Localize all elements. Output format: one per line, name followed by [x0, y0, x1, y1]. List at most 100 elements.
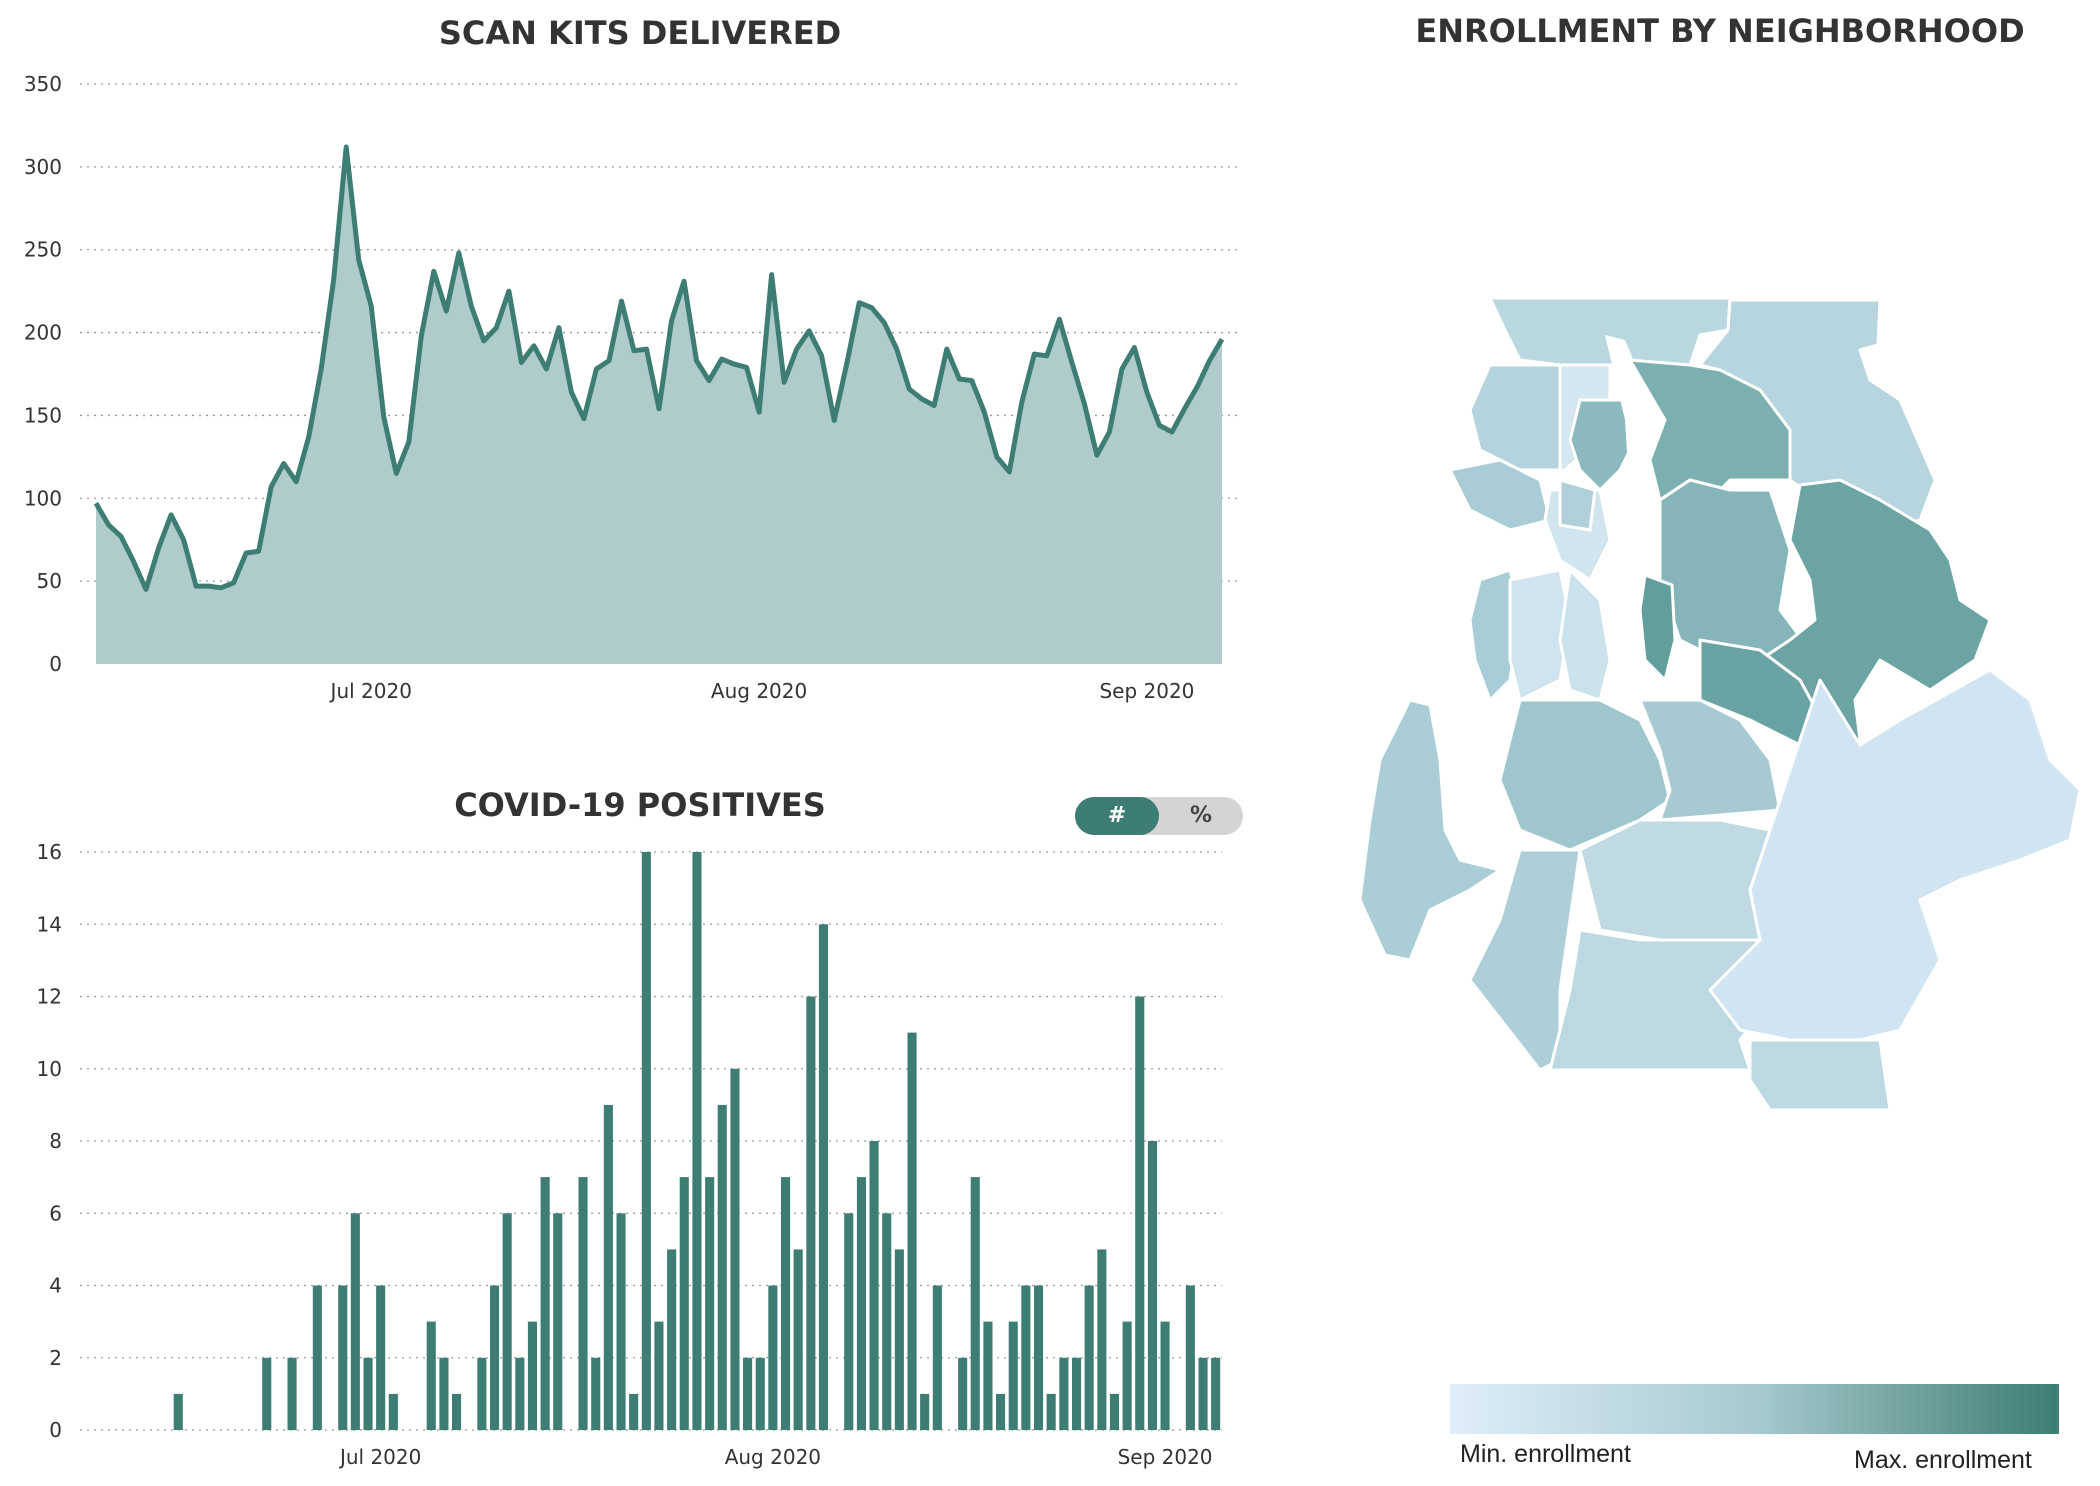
covid-bar[interactable] — [970, 1177, 980, 1430]
covid-bar[interactable] — [806, 996, 816, 1431]
covid-bar[interactable] — [920, 1393, 930, 1430]
covid-bar[interactable] — [1059, 1357, 1069, 1431]
covid-y-tick-label: 4 — [49, 1274, 62, 1298]
covid-bar[interactable] — [1185, 1285, 1195, 1431]
covid-bar[interactable] — [932, 1285, 942, 1431]
covid-bar[interactable] — [958, 1357, 968, 1431]
covid-bar[interactable] — [363, 1357, 373, 1431]
covid-bar[interactable] — [692, 852, 702, 1430]
covid-bar[interactable] — [1072, 1357, 1082, 1431]
covid-bar[interactable] — [667, 1249, 677, 1430]
count-toggle-option[interactable]: # — [1075, 797, 1159, 835]
covid-bar[interactable] — [1109, 1393, 1119, 1430]
covid-bar[interactable] — [616, 1213, 626, 1431]
map-region-rainier[interactable] — [1558, 568, 1612, 702]
covid-bar[interactable] — [818, 924, 828, 1431]
covid-bar[interactable] — [717, 1104, 727, 1430]
covid-bar[interactable] — [793, 1249, 803, 1430]
covid-bar[interactable] — [591, 1357, 601, 1431]
covid-bar[interactable] — [502, 1213, 512, 1431]
covid-bar[interactable] — [477, 1357, 487, 1431]
enrollment-legend-gradient — [1450, 1384, 2059, 1434]
map-region-bellevue[interactable] — [1658, 478, 1812, 662]
map-region-ballard[interactable] — [1468, 363, 1562, 472]
covid-bar[interactable] — [376, 1285, 386, 1431]
covid-bar[interactable] — [1034, 1285, 1044, 1431]
covid-bar[interactable] — [312, 1285, 322, 1431]
covid-bar[interactable] — [1198, 1357, 1208, 1431]
covid-bar[interactable] — [515, 1357, 525, 1431]
covid-bar[interactable] — [882, 1213, 892, 1431]
covid-bar[interactable] — [1021, 1285, 1031, 1431]
covid-bar[interactable] — [1211, 1357, 1221, 1431]
covid-bar[interactable] — [490, 1285, 500, 1431]
covid-bar[interactable] — [781, 1177, 791, 1430]
covid-bar[interactable] — [338, 1285, 348, 1431]
map-region-vashon[interactable] — [1358, 698, 1502, 962]
covid-y-tick-label: 12 — [37, 985, 62, 1009]
covid-bar[interactable] — [894, 1249, 904, 1430]
map-title: ENROLLMENT BY NEIGHBORHOOD — [1415, 12, 2025, 50]
covid-bar[interactable] — [1122, 1321, 1132, 1430]
covid-bar[interactable] — [983, 1321, 993, 1430]
map-region-enumclaw[interactable] — [1748, 1038, 1892, 1112]
covid-bar[interactable] — [755, 1357, 765, 1431]
covid-bar[interactable] — [603, 1104, 613, 1430]
covid-bar[interactable] — [173, 1393, 183, 1430]
covid-bar[interactable] — [1084, 1285, 1094, 1431]
covid-bar[interactable] — [856, 1177, 866, 1430]
covid-bar[interactable] — [350, 1213, 360, 1431]
map-region-east-rural[interactable] — [1708, 668, 2082, 1042]
covid-bar[interactable] — [426, 1321, 436, 1430]
covid-bar[interactable] — [705, 1177, 715, 1430]
covid-bar[interactable] — [844, 1213, 854, 1431]
map-region-central[interactable] — [1558, 478, 1597, 532]
map-lake-washington — [1600, 335, 1660, 700]
covid-bar[interactable] — [439, 1357, 449, 1431]
scan-y-tick-label: 50 — [37, 569, 62, 593]
covid-x-tick-label: Jul 2020 — [338, 1445, 421, 1469]
covid-y-tick-label: 10 — [37, 1057, 62, 1081]
scan-y-tick-label: 200 — [24, 321, 62, 345]
legend-max-label: Max. enrollment — [1854, 1446, 2032, 1474]
legend-min-label: Min. enrollment — [1460, 1440, 1631, 1468]
covid-bar[interactable] — [1160, 1321, 1170, 1430]
covid-bar[interactable] — [540, 1177, 550, 1430]
map-region-burien[interactable] — [1498, 698, 1672, 852]
covid-bar[interactable] — [641, 852, 651, 1430]
covid-bar[interactable] — [1097, 1249, 1107, 1430]
map-region-delridge[interactable] — [1508, 568, 1572, 702]
covid-bar[interactable] — [527, 1321, 537, 1430]
covid-bar[interactable] — [996, 1393, 1006, 1430]
covid-bar[interactable] — [743, 1357, 753, 1431]
map-region-redmond[interactable] — [1758, 478, 1992, 742]
covid-bar[interactable] — [1008, 1321, 1018, 1430]
covid-bar[interactable] — [1147, 1141, 1157, 1430]
map-region-mercer-island[interactable] — [1638, 573, 1677, 682]
percent-toggle-option[interactable]: % — [1189, 803, 1213, 828]
covid-bar[interactable] — [768, 1285, 778, 1431]
covid-bar[interactable] — [907, 1032, 917, 1430]
covid-bar[interactable] — [452, 1393, 462, 1430]
covid-y-tick-label: 0 — [49, 1418, 62, 1442]
covid-y-tick-label: 14 — [37, 912, 62, 936]
count-percent-toggle[interactable]: # % — [1075, 797, 1243, 835]
covid-bar[interactable] — [730, 1068, 740, 1431]
covid-bar[interactable] — [654, 1321, 664, 1430]
covid-bar[interactable] — [262, 1357, 272, 1431]
covid-bar[interactable] — [1046, 1393, 1056, 1430]
covid-bar[interactable] — [679, 1177, 689, 1430]
map-region-kent[interactable] — [1578, 818, 1772, 942]
map-region-kirkland[interactable] — [1628, 358, 1792, 502]
map-region-west-seattle[interactable] — [1468, 568, 1522, 702]
covid-bar[interactable] — [869, 1141, 879, 1430]
covid-x-tick-label: Aug 2020 — [725, 1445, 821, 1469]
covid-bar[interactable] — [553, 1213, 563, 1431]
scan-x-tick-label: Sep 2020 — [1099, 679, 1194, 703]
covid-bar[interactable] — [578, 1177, 588, 1430]
covid-bar[interactable] — [388, 1393, 398, 1430]
covid-bar[interactable] — [1135, 996, 1145, 1431]
covid-bar[interactable] — [629, 1393, 639, 1430]
covid-bar[interactable] — [287, 1357, 297, 1431]
